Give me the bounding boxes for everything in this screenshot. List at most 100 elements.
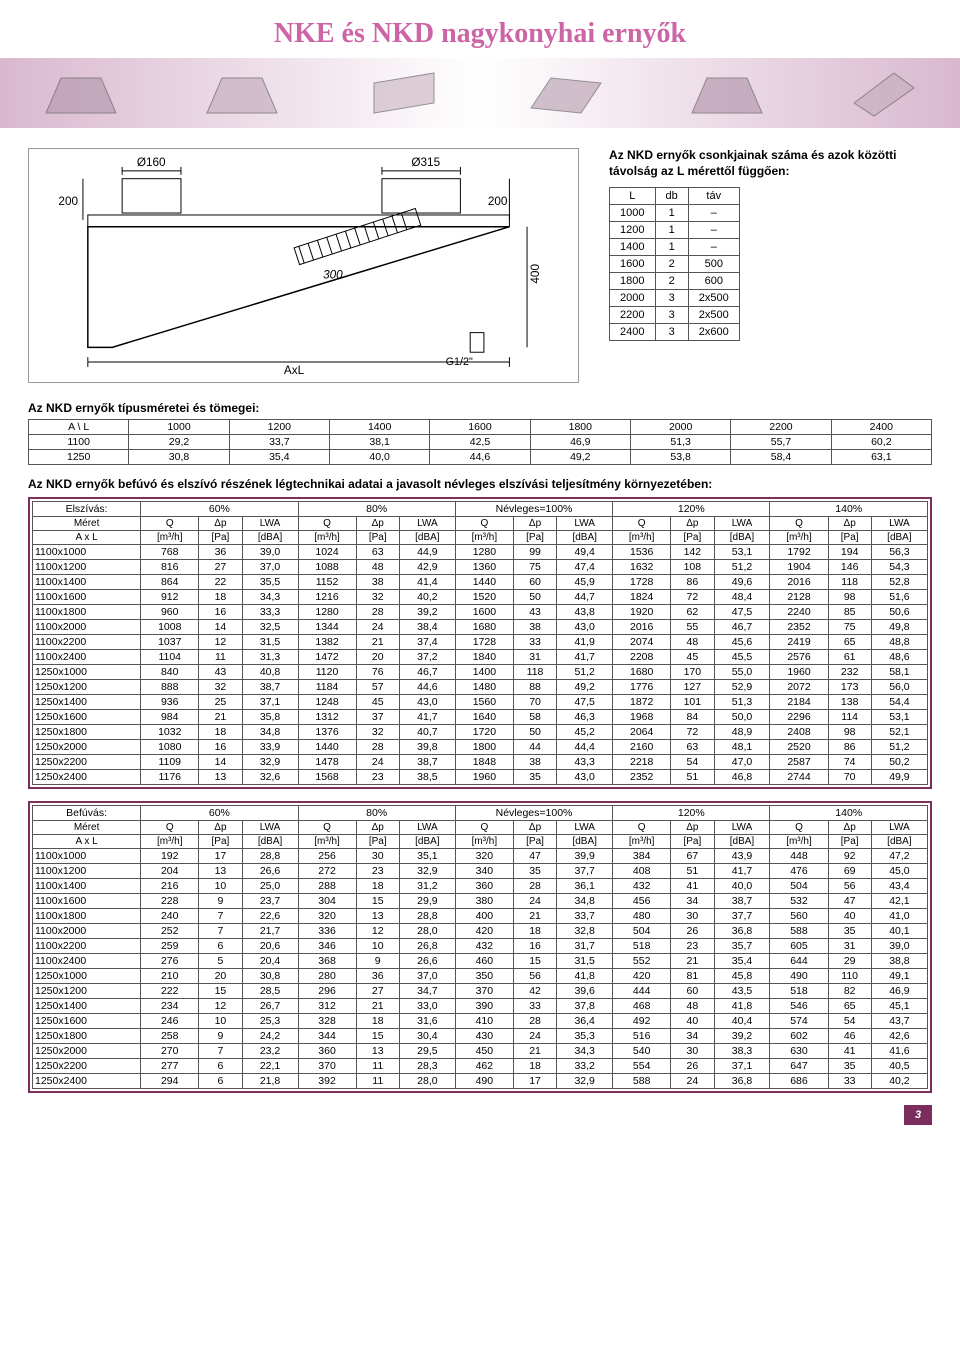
- cell: 33: [513, 635, 556, 650]
- unit-header: [dBA]: [242, 531, 298, 545]
- cell: 22,1: [242, 1059, 298, 1074]
- cell: 2184: [770, 695, 828, 710]
- cell: 28,8: [399, 909, 455, 924]
- cell: 32,9: [557, 1074, 613, 1089]
- cell: 588: [613, 1074, 671, 1089]
- cell: 170: [671, 665, 714, 680]
- cell: 36,1: [557, 879, 613, 894]
- col-header: 1400: [329, 420, 429, 435]
- cell: 85: [828, 605, 871, 620]
- cell: 37: [356, 710, 399, 725]
- cell: 1250x1400: [33, 695, 141, 710]
- cell: 1250: [29, 450, 129, 465]
- cell: 280: [298, 969, 356, 984]
- cell: 228: [141, 894, 199, 909]
- cell: 1100x1200: [33, 560, 141, 575]
- cell: 1109: [141, 755, 199, 770]
- cell: 2240: [770, 605, 828, 620]
- cell: 384: [613, 849, 671, 864]
- cell: 58: [513, 710, 556, 725]
- cell: 51,6: [871, 590, 927, 605]
- cell: 47,5: [557, 695, 613, 710]
- cell: 41,4: [399, 575, 455, 590]
- cell: 43,0: [557, 620, 613, 635]
- cell: 1008: [141, 620, 199, 635]
- unit-header: [dBA]: [399, 531, 455, 545]
- cell: 48: [671, 635, 714, 650]
- cell: 37,0: [242, 560, 298, 575]
- cell: 28: [356, 740, 399, 755]
- cell: 37,2: [399, 650, 455, 665]
- cell: 1960: [455, 770, 513, 785]
- sub-header: Δp: [356, 517, 399, 531]
- cell: 33: [513, 999, 556, 1014]
- cell: 50,6: [871, 605, 927, 620]
- cell: 34,3: [557, 1044, 613, 1059]
- cell: 1: [655, 239, 688, 256]
- col-header: 1000: [129, 420, 229, 435]
- cell: 1776: [613, 680, 671, 695]
- cell: 54,3: [871, 560, 927, 575]
- group-header: 140%: [770, 502, 928, 517]
- cell: 56: [828, 879, 871, 894]
- cell: 127: [671, 680, 714, 695]
- cell: 1680: [455, 620, 513, 635]
- cell: 296: [298, 984, 356, 999]
- cell: 84: [671, 710, 714, 725]
- cell: 31,5: [557, 954, 613, 969]
- cell: 1100x1800: [33, 909, 141, 924]
- cell: 18: [513, 924, 556, 939]
- cell: 13: [356, 909, 399, 924]
- sub-header: Q: [613, 517, 671, 531]
- cell: 2419: [770, 635, 828, 650]
- cell: 36,8: [714, 1074, 770, 1089]
- unit-header: [Pa]: [356, 531, 399, 545]
- cell: 11: [199, 650, 242, 665]
- cell: 46,9: [871, 984, 927, 999]
- cell: 1250x1600: [33, 710, 141, 725]
- cell: 23,7: [242, 894, 298, 909]
- cell: 1184: [298, 680, 356, 695]
- cell: 1376: [298, 725, 356, 740]
- cell: 63: [356, 545, 399, 560]
- cell: 45: [671, 650, 714, 665]
- cell: 14: [199, 620, 242, 635]
- cell: 2072: [770, 680, 828, 695]
- cell: 816: [141, 560, 199, 575]
- cell: 76: [356, 665, 399, 680]
- cell: 35,4: [714, 954, 770, 969]
- cell: 82: [828, 984, 871, 999]
- cell: 1840: [455, 650, 513, 665]
- cell: 23: [356, 770, 399, 785]
- cell: 20: [356, 650, 399, 665]
- cell: 38: [356, 575, 399, 590]
- cell: 1100x1400: [33, 879, 141, 894]
- cell: 50,0: [714, 710, 770, 725]
- cell: 40,0: [329, 450, 429, 465]
- cell: 1440: [455, 575, 513, 590]
- cell: 142: [671, 545, 714, 560]
- cell: 10: [356, 939, 399, 954]
- cell: 88: [513, 680, 556, 695]
- cell: 444: [613, 984, 671, 999]
- cell: 1100x1000: [33, 849, 141, 864]
- cell: 35,7: [714, 939, 770, 954]
- cell: 17: [513, 1074, 556, 1089]
- cell: 504: [770, 879, 828, 894]
- cell: 15: [513, 954, 556, 969]
- cell: 33: [828, 1074, 871, 1089]
- cell: 173: [828, 680, 871, 695]
- sub-header: Q: [141, 517, 199, 531]
- cell: 605: [770, 939, 828, 954]
- cell: 7: [199, 1044, 242, 1059]
- col-header: 2000: [630, 420, 730, 435]
- cell: 45,8: [714, 969, 770, 984]
- befuvas-table: Befúvás:60%80%Névleges=100%120%140%Méret…: [32, 805, 928, 1089]
- cell: 294: [141, 1074, 199, 1089]
- cell: 28,8: [242, 849, 298, 864]
- cell: 1250x2000: [33, 740, 141, 755]
- cell: 45,0: [871, 864, 927, 879]
- cell: 600: [688, 273, 739, 290]
- sub-header: Q: [298, 821, 356, 835]
- unit-header: [m³/h]: [298, 835, 356, 849]
